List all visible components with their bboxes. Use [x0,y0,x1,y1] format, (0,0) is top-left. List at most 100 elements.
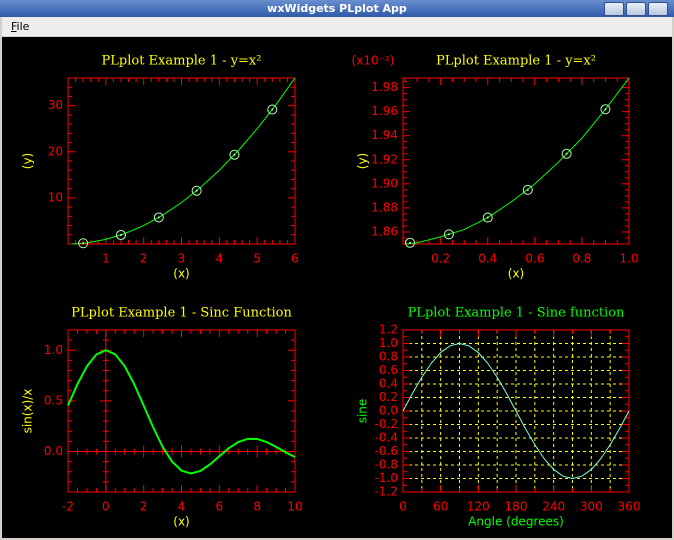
chart-title: PLplot Example 1 - y=x² [102,54,262,69]
point-ring [561,148,572,159]
point-ring [78,238,89,249]
x-tick-label: 300 [580,500,603,514]
x-tick-label: 180 [505,500,528,514]
point-dot [233,153,236,156]
x-tick-label: 0 [102,500,110,514]
data-point [600,104,611,115]
y-tick-label: -0.2 [375,417,398,431]
y-tick-label: 20 [48,144,63,158]
x-tick-label: 1 [102,252,110,266]
y-tick-label: 30 [48,98,63,112]
y-tick-label: 1.2 [379,323,398,337]
x-tick-label: 240 [542,500,565,514]
data-point [229,149,240,160]
point-ring [522,184,533,195]
data-line [402,342,630,480]
point-dot [526,188,529,191]
point-dot [565,152,568,155]
point-dot [409,241,412,244]
point-ring [267,104,278,115]
plot-frame [402,77,630,245]
y-tick-label: 1.0 [44,343,63,357]
y-tick-label: 0.8 [379,350,398,364]
data-point [522,184,533,195]
x-tick-label: 0 [399,500,407,514]
y-tick-label: 0.2 [379,390,398,404]
y-tick-label: 1.96 [371,104,398,118]
point-ring [115,229,126,240]
menu-item[interactable]: File [11,20,30,33]
point-dot [119,233,122,236]
x-tick-label: 6 [216,500,224,514]
x-axis-label: (x) [508,267,524,281]
data-point [443,229,454,240]
canvas-background [2,37,672,538]
x-tick-label: 0.4 [478,252,497,266]
x-tick-label: 8 [253,500,261,514]
x-tick-label: 4 [178,500,186,514]
y-tick-label: 1.94 [371,128,398,142]
y-tick-label: -0.6 [375,444,398,458]
point-ring [405,237,416,248]
y-axis-label: sine [356,399,370,424]
y-multiplier: (x10⁻²) [352,54,395,68]
y-tick-label: 0.4 [379,377,398,391]
title-bar: wxWidgets PLplot App [0,0,674,17]
point-dot [486,216,489,219]
point-dot [195,189,198,192]
x-tick-label: 360 [618,500,641,514]
y-tick-label: -1.0 [375,471,398,485]
data-point [153,212,164,223]
menu-bar: File [2,17,672,36]
chart-title: PLplot Example 1 - Sinc Function [71,306,292,321]
y-tick-label: 1.88 [371,200,398,214]
y-tick-label: 1.0 [379,336,398,350]
y-axis-label: (y) [356,153,370,169]
x-tick-label: 0.2 [431,252,450,266]
point-ring [600,104,611,115]
x-tick-label: 60 [433,500,448,514]
x-tick-label: 3 [178,252,186,266]
minimize-button[interactable] [604,2,624,16]
window-title: wxWidgets PLplot App [267,2,407,15]
x-tick-label: 4 [216,252,224,266]
y-tick-label: 1.98 [371,80,398,94]
data-point [191,185,202,196]
point-dot [271,108,274,111]
point-ring [482,212,493,223]
x-tick-label: 2 [140,500,148,514]
x-tick-label: 0.8 [572,252,591,266]
x-tick-label: 6 [291,252,299,266]
x-tick-label: 1.0 [619,252,638,266]
y-tick-label: -1.2 [375,485,398,499]
y-axis-label: sin(x)/x [21,389,35,434]
data-line [67,349,296,475]
x-tick-label: 5 [253,252,261,266]
y-tick-label: 0.0 [44,444,63,458]
data-point [115,229,126,240]
point-ring [153,212,164,223]
close-button[interactable] [648,2,668,16]
x-tick-label: 2 [140,252,148,266]
y-tick-label: 0.6 [379,363,398,377]
point-ring [191,185,202,196]
y-tick-label: 1.90 [371,176,398,190]
data-line [405,77,630,245]
y-tick-label: 1.86 [371,224,398,238]
data-point [267,104,278,115]
y-tick-label: 1.92 [371,152,398,166]
maximize-button[interactable] [626,2,646,16]
point-dot [157,216,160,219]
chart-title: PLplot Example 1 - Sine function [408,306,625,321]
x-tick-label: 120 [467,500,490,514]
y-axis-label: (y) [21,153,35,169]
point-dot [82,242,85,245]
point-dot [604,108,607,111]
x-axis-label: (x) [173,515,189,529]
x-tick-label: 10 [287,500,302,514]
x-axis-label: Angle (degrees) [468,515,564,529]
x-axis-label: (x) [173,267,189,281]
data-point [482,212,493,223]
x-tick-label: -2 [62,500,74,514]
